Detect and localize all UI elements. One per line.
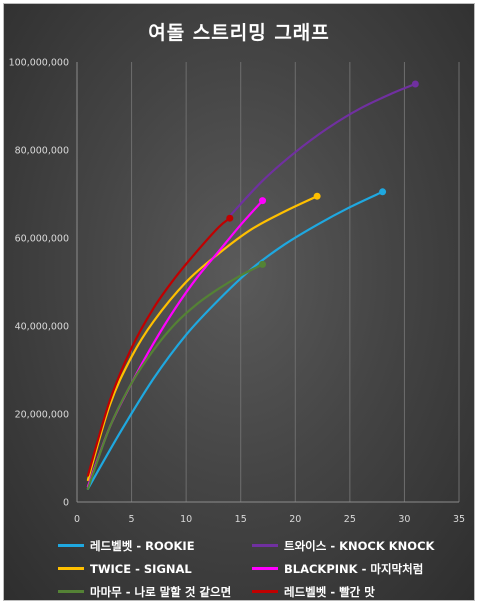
y-tick-label: 40,000,000 xyxy=(15,322,69,333)
legend-item: 레드벨벳 - 빨간 맛 xyxy=(252,582,452,601)
legend-item: 트와이스 - KNOCK KNOCK xyxy=(252,536,452,555)
x-tick-label: 30 xyxy=(398,514,410,525)
chart-legend: 레드벨벳 - ROOKIE 트와이스 - KNOCK KNOCK TWICE - S… xyxy=(58,536,458,601)
y-tick-label: 60,000,000 xyxy=(15,234,69,245)
legend-swatch xyxy=(58,567,84,570)
legend-label: 레드벨벳 - ROOKIE xyxy=(90,538,195,553)
chart-title: 여돌 스트리밍 그래프 xyxy=(148,22,330,44)
legend-swatch xyxy=(252,567,278,570)
y-tick-label: 0 xyxy=(63,498,69,509)
legend-label: 레드벨벳 - 빨간 맛 xyxy=(284,584,375,599)
line-chart: 0 20,000,000 40,000,000 60,000,000 80,000,00… xyxy=(9,58,465,526)
legend-item: TWICE - SIGNAL xyxy=(58,559,246,578)
legend-label: TWICE - SIGNAL xyxy=(90,561,192,576)
y-tick-label: 100,000,000 xyxy=(9,58,69,69)
legend-item: 레드벨벳 - ROOKIE xyxy=(58,536,246,555)
series-line-4 xyxy=(86,263,264,490)
series-end-point-4 xyxy=(259,260,267,268)
x-tick-label: 25 xyxy=(344,514,356,525)
series-line-5 xyxy=(86,217,231,477)
legend-swatch xyxy=(252,590,278,593)
legend-label: 트와이스 - KNOCK KNOCK xyxy=(284,538,435,553)
series-end-point-1 xyxy=(411,80,419,88)
legend-swatch xyxy=(58,544,84,547)
x-tick-label: 20 xyxy=(289,514,301,525)
legend-swatch xyxy=(58,590,84,593)
legend-label: BLACKPINK - 마지막처럼 xyxy=(284,561,424,576)
y-tick-label: 20,000,000 xyxy=(15,410,69,421)
x-tick-label: 5 xyxy=(129,514,135,525)
legend-swatch xyxy=(252,544,278,547)
series-end-point-5 xyxy=(226,214,234,222)
series-line-2 xyxy=(86,195,319,482)
series-end-point-0 xyxy=(379,188,387,196)
legend-label: 마마무 - 나로 말할 것 같으면 xyxy=(90,584,232,599)
x-tick-label: 0 xyxy=(74,514,80,525)
series-line-1 xyxy=(228,82,417,218)
x-tick-label: 35 xyxy=(453,514,465,525)
series-line-0 xyxy=(86,190,384,490)
series-end-point-3 xyxy=(259,197,267,205)
legend-item: 마마무 - 나로 말할 것 같으면 xyxy=(58,582,246,601)
x-tick-label: 10 xyxy=(180,514,192,525)
x-tick-label: 15 xyxy=(235,514,247,525)
y-tick-label: 80,000,000 xyxy=(15,146,69,157)
series-end-point-2 xyxy=(313,192,321,200)
chart-frame: 여돌 스트리밍 그래프 0 20,000,000 40,000,000 60,000,… xyxy=(3,3,475,601)
legend-item: BLACKPINK - 마지막처럼 xyxy=(252,559,452,578)
